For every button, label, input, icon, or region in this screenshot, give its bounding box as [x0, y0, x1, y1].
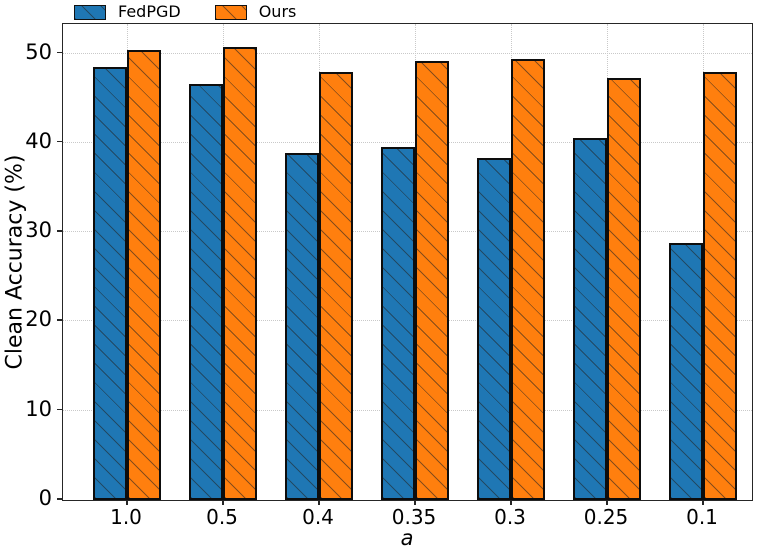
legend-label-fedpgd: FedPGD [118, 2, 181, 21]
x-axis-tick [510, 500, 512, 505]
y-axis-label: Clean Accuracy (%) [2, 154, 28, 370]
plot-area [62, 23, 753, 501]
bar-fedpgd [381, 147, 415, 500]
x-tick-label: 0.3 [494, 505, 526, 529]
x-axis-label: a [400, 526, 414, 550]
bar-fedpgd [189, 84, 223, 500]
y-axis-tick [57, 140, 62, 143]
y-tick-label: 30 [25, 218, 52, 243]
legend-label-ours: Ours [258, 2, 297, 21]
bar-fedpgd [285, 153, 319, 500]
bar-fedpgd [93, 67, 127, 500]
gridline-h [63, 52, 752, 54]
x-axis-tick [222, 500, 224, 505]
x-axis-tick [126, 500, 128, 505]
x-tick-label: 0.5 [206, 505, 238, 529]
bar-ours [607, 78, 641, 500]
x-tick-label: 0.25 [583, 505, 629, 529]
x-axis-tick [606, 500, 608, 505]
y-tick-label: 40 [25, 128, 52, 153]
bar-fedpgd [669, 243, 703, 500]
x-tick-label: 1.0 [110, 505, 142, 529]
gridline-h [63, 141, 752, 143]
y-axis-tick [57, 230, 62, 232]
x-axis-tick [414, 500, 416, 505]
y-tick-label: 20 [25, 307, 52, 332]
bar-ours [511, 59, 545, 500]
bar-fedpgd [573, 138, 607, 500]
bar-ours [415, 61, 449, 500]
bar-fedpgd [477, 158, 511, 500]
y-axis-tick [57, 51, 62, 54]
x-tick-label: 0.1 [686, 505, 718, 529]
bar-ours [319, 72, 353, 500]
y-tick-label: 50 [25, 39, 52, 64]
bar-ours [703, 72, 737, 500]
x-axis-tick [702, 500, 704, 505]
x-tick-label: 0.4 [302, 505, 334, 529]
y-axis-tick [57, 319, 62, 321]
x-tick-label: 0.35 [391, 505, 437, 529]
legend-item-ours: Ours [214, 2, 297, 22]
y-axis-tick [57, 498, 62, 500]
legend-swatch-ours [214, 4, 247, 20]
x-axis-tick [318, 500, 320, 505]
legend: FedPGD Ours [62, 1, 318, 23]
legend-swatch-fedpgd [74, 4, 106, 20]
bar-ours [223, 47, 257, 500]
y-tick-label: 0 [38, 486, 52, 510]
y-axis-tick [57, 408, 62, 411]
legend-item-fedpgd: FedPGD [74, 2, 181, 22]
bar-ours [127, 50, 161, 500]
y-tick-label: 10 [25, 396, 52, 421]
